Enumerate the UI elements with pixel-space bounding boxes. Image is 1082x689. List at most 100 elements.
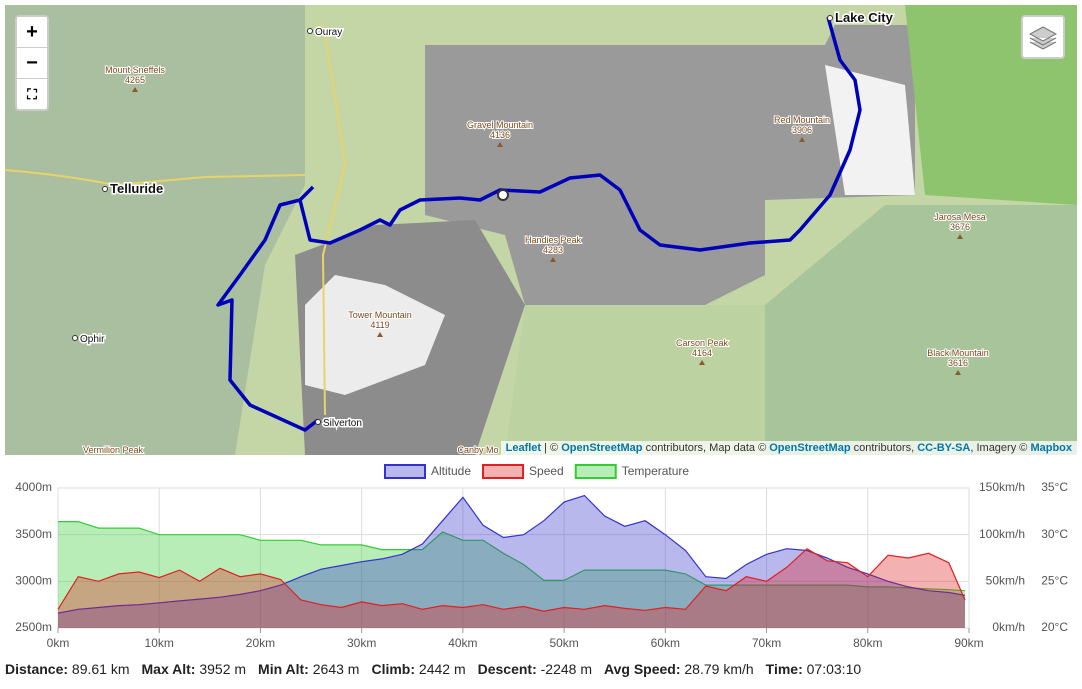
summary-label: Climb: — [371, 661, 416, 677]
zoom-in[interactable]: + — [17, 17, 47, 48]
summary-item: Descent: -2248 m — [478, 661, 592, 677]
zoom-out[interactable]: − — [17, 48, 47, 79]
layers-control[interactable] — [1021, 15, 1065, 59]
peak-icon — [550, 257, 556, 262]
x-tick-label: 10km — [145, 636, 174, 650]
peak-name: Gravel Mountain — [467, 120, 533, 130]
route — [216, 16, 862, 432]
legend-swatch — [482, 464, 525, 479]
legend-swatch — [574, 464, 617, 479]
area-line — [57, 547, 966, 612]
area-fill — [58, 521, 965, 628]
y-tick-label: 100km/h — [979, 527, 1025, 541]
peak-icon — [132, 87, 138, 92]
town-marker — [72, 335, 78, 341]
attribution-link[interactable]: OpenStreetMap — [769, 442, 851, 454]
peak-name: Vermilion Peak — [83, 445, 144, 455]
peak-name: Canby Mo — [457, 445, 498, 455]
legend-label: Altitude — [431, 464, 471, 478]
y-tick-label: 20°C — [1041, 620, 1068, 634]
peak-name: Red Mountain — [774, 115, 830, 125]
summary-label: Time: — [765, 661, 803, 677]
attribution-link[interactable]: OpenStreetMap — [561, 442, 643, 454]
position-marker[interactable] — [497, 189, 509, 201]
x-tick-label: 80km — [853, 636, 882, 650]
town-marker — [102, 186, 108, 192]
peak-name: Carson Peak — [676, 338, 729, 348]
town-label: Ouray — [315, 27, 342, 38]
map-tiles: Ouray Lake City Telluride Ophir Silverton Mou… — [5, 5, 1077, 455]
town-marker — [307, 28, 313, 34]
attribution-link[interactable]: CC-BY-SA — [917, 442, 971, 454]
peak-name: Mount Sneffels — [105, 65, 165, 75]
area-fill — [58, 548, 965, 628]
lake-area — [825, 65, 915, 195]
summary-label: Max Alt: — [141, 661, 196, 677]
peak-elevation: 3676 — [950, 222, 970, 232]
road — [5, 169, 306, 187]
peak-elevation: 4265 — [125, 75, 145, 85]
summary-value: 28.79 km/h — [684, 661, 754, 677]
summary-label: Min Alt: — [258, 661, 309, 677]
x-tick-label: 90km — [954, 636, 983, 650]
x-tick-label: 0km — [47, 636, 70, 650]
terrain-south — [505, 305, 765, 455]
summary-value: 2442 m — [418, 661, 466, 677]
road — [321, 24, 347, 416]
peak-elevation: 4283 — [543, 245, 563, 255]
summary-value: 3952 m — [199, 661, 247, 677]
summary-value: 07:03:10 — [806, 661, 862, 677]
x-tick-label: 20km — [246, 636, 275, 650]
summary-label: Distance: — [5, 661, 69, 677]
x-tick-label: 40km — [448, 636, 477, 650]
peak-name: Tower Mountain — [348, 310, 412, 320]
y-tick-label: 3500m — [15, 527, 52, 541]
peak-name: Jarosa Mesa — [934, 212, 986, 222]
legend-swatch — [384, 464, 426, 479]
peak-elevation: 4136 — [490, 130, 510, 140]
peak-icon — [957, 234, 963, 239]
x-tick-label: 60km — [651, 636, 680, 650]
y-tick-label: 3000m — [15, 574, 52, 588]
summary-value: 2643 m — [312, 661, 360, 677]
town-marker — [827, 15, 833, 21]
layers-icon — [1028, 26, 1058, 50]
summary-item: Climb: 2442 m — [371, 661, 465, 677]
summary-item: Max Alt: 3952 m — [142, 661, 247, 677]
summary-value: -2248 m — [540, 661, 592, 677]
town-label: Silverton — [323, 418, 362, 429]
summary-value: 89.61 km — [71, 661, 130, 677]
town-label: Telluride — [110, 181, 163, 196]
summary-label: Avg Speed: — [604, 661, 681, 677]
attribution-link[interactable]: Mapbox — [1030, 442, 1072, 454]
attribution-link[interactable]: Leaflet — [505, 442, 542, 454]
attribution-text: contributors, Map data © — [642, 442, 770, 454]
peak-elevation: 3616 — [948, 358, 968, 368]
area-fill — [58, 495, 965, 628]
snowfield — [305, 275, 445, 395]
x-tick-label: 70km — [752, 636, 781, 650]
map[interactable]: Ouray Lake City Telluride Ophir Silverton Mou… — [5, 5, 1077, 455]
summary-item: Min Alt: 2643 m — [258, 661, 359, 677]
x-tick-label: 30km — [347, 636, 376, 650]
legend-label: Speed — [529, 464, 564, 478]
x-tick-label: 50km — [549, 636, 578, 650]
peak-icon — [377, 332, 383, 337]
peak-icon — [799, 137, 805, 142]
y-tick-label: 2500m — [15, 620, 52, 634]
town-marker — [315, 419, 321, 425]
peak-icon — [497, 142, 503, 147]
summary-label: Descent: — [477, 661, 537, 677]
summary: Distance: 89.61 km Max Alt: 3952 m Min Alt… — [5, 661, 873, 677]
legend-label: Temperature — [622, 464, 690, 478]
y-tick-label: 25°C — [1041, 574, 1068, 588]
peak-elevation: 4164 — [692, 348, 712, 358]
peak-icon — [955, 370, 961, 375]
plot-area — [57, 487, 970, 629]
elevation-chart: 2500m 3000m 3500m 4000m 0km/h 50km/h 100km/h 15… — [15, 464, 1068, 650]
y-tick-label: 30°C — [1041, 527, 1068, 541]
fullscreen[interactable]: ⛶ — [27, 86, 37, 102]
peak-icon — [699, 360, 705, 365]
town-label: Ophir — [80, 334, 105, 345]
y-tick-label: 0km/h — [992, 620, 1025, 634]
